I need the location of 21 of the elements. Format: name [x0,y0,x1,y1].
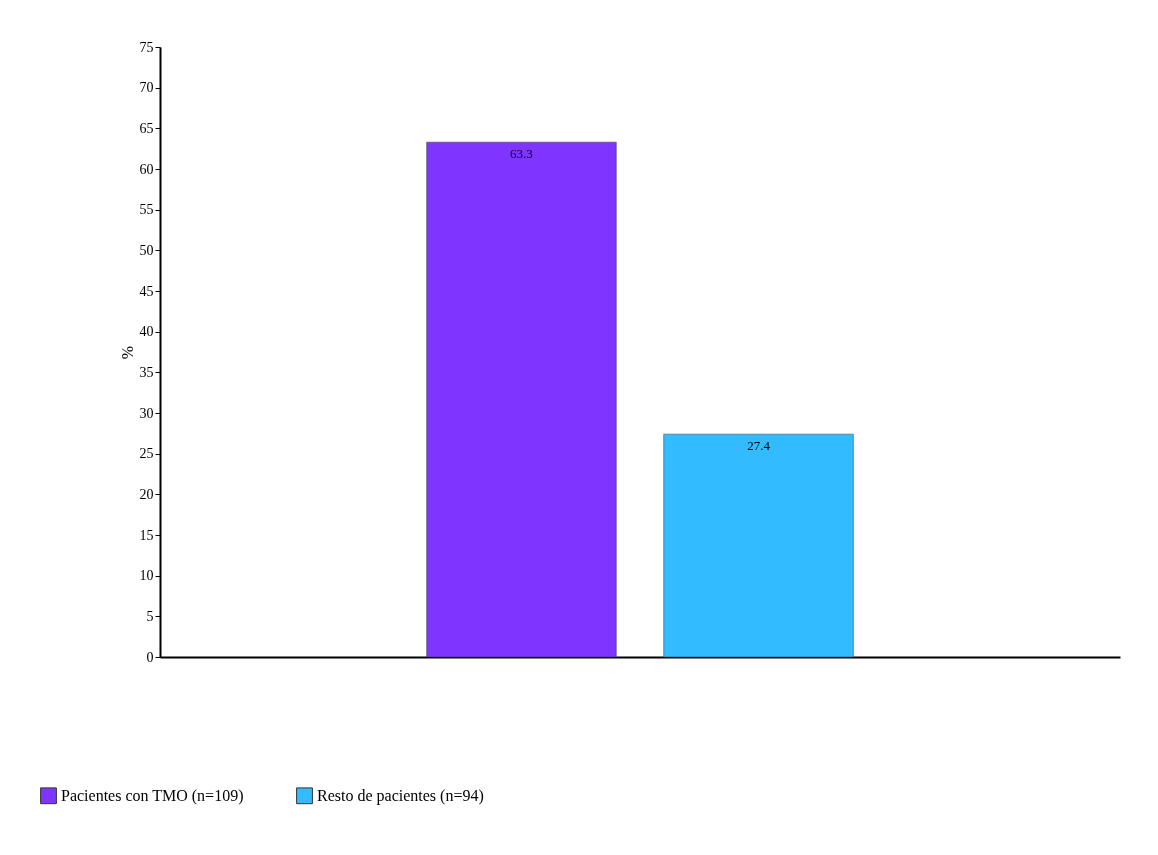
y-tick-label: 10 [139,568,154,584]
y-tick-label: 5 [146,608,154,624]
y-tick-label: 25 [139,446,154,462]
y-tick-label: 50 [139,242,154,258]
y-tick-label: 30 [139,405,154,421]
y-axis-title: % [118,345,136,360]
y-tick-label: 60 [139,161,154,177]
y-tick-label: 0 [146,649,154,665]
legend-label: Resto de pacientes (n=94) [317,786,484,805]
y-tick-label: 55 [139,202,154,218]
y-tick-label: 75 [139,39,154,55]
y-tick-label: 20 [139,486,154,502]
y-tick-label: 35 [139,364,154,380]
data-label: 27.4 [747,438,771,454]
y-tick-label: 45 [139,283,154,299]
y-tick-label: 70 [139,80,154,96]
y-tick-label: 15 [139,527,154,543]
legend-label: Pacientes con TMO (n=109) [61,786,244,805]
y-tick-label: 65 [139,120,154,136]
data-label: 63.3 [510,146,533,162]
y-tick-label: 40 [139,324,154,340]
